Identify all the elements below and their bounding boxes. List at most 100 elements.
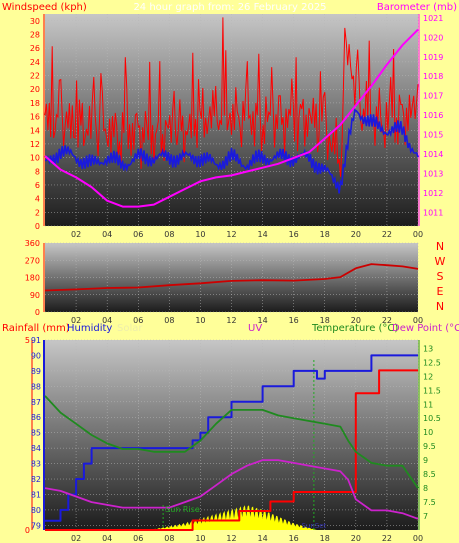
temperature-y-tick-9: 9 — [423, 456, 428, 465]
wind-y-tick-2: 2 — [35, 208, 40, 217]
temperature-y-tick-8: 8 — [423, 484, 428, 493]
wind-y-tick-22: 22 — [30, 72, 40, 81]
compass-label-w: W — [435, 255, 446, 268]
wind-y-tick-10: 10 — [30, 154, 40, 163]
humidity-y-tick-91: 91 — [31, 336, 41, 345]
direction-y-tick-180: 180 — [25, 274, 40, 283]
graph-timestamp: 24 hour graph from: 26 February 2025 — [133, 2, 326, 13]
climate-time-tick-14: 14 — [257, 534, 267, 543]
dewpoint-line — [44, 459, 419, 520]
wind-gust-line — [44, 17, 419, 177]
barometer-y-tick-1017: 1017 — [423, 92, 443, 101]
direction-time-tick-16: 16 — [289, 316, 299, 325]
wind-y-tick-12: 12 — [30, 140, 40, 149]
climate-time-tick-00: 00 — [413, 534, 423, 543]
rainfall-line — [45, 369, 418, 531]
direction-time-tick-00: 00 — [413, 316, 423, 325]
temperature-y-tick-10: 10 — [423, 428, 433, 437]
direction-time-tick-18: 18 — [320, 316, 330, 325]
barometer-line — [44, 28, 419, 208]
direction-time-tick-04: 04 — [102, 316, 112, 325]
humidity-y-tick-85: 85 — [31, 429, 41, 438]
wind-y-tick-4: 4 — [35, 195, 40, 204]
direction-time-tick-06: 06 — [133, 316, 143, 325]
direction-time-tick-22: 22 — [382, 316, 392, 325]
wind-y-tick-30: 30 — [30, 17, 40, 26]
wind-time-tick-20: 20 — [351, 230, 361, 239]
solar-area — [153, 505, 317, 530]
barometer-y-tick-1014: 1014 — [423, 150, 443, 159]
rainfall-title: Rainfall (mm) — [2, 323, 70, 334]
solar-title: Solar — [117, 323, 143, 334]
climate-time-tick-18: 18 — [320, 534, 330, 543]
climate-time-tick-22: 22 — [382, 534, 392, 543]
direction-y-tick-270: 270 — [25, 256, 40, 265]
humidity-y-tick-81: 81 — [31, 490, 41, 499]
wind-time-tick-14: 14 — [257, 230, 267, 239]
direction-time-tick-08: 08 — [164, 316, 174, 325]
direction-y-tick-90: 90 — [30, 291, 40, 300]
barometer-y-tick-1011: 1011 — [423, 208, 443, 217]
wind-y-tick-6: 6 — [35, 181, 40, 190]
temperature-y-tick-11.5: 11.5 — [423, 386, 441, 395]
wind-time-tick-08: 08 — [164, 230, 174, 239]
temperature-y-tick-12: 12 — [423, 372, 433, 381]
wind-time-tick-18: 18 — [320, 230, 330, 239]
wind-y-tick-24: 24 — [30, 58, 40, 67]
climate-time-tick-10: 10 — [195, 534, 205, 543]
climate-time-tick-06: 06 — [133, 534, 143, 543]
humidity-title: Humidity — [67, 323, 112, 334]
climate-time-tick-04: 04 — [102, 534, 112, 543]
wind-time-tick-10: 10 — [195, 230, 205, 239]
humidity-y-tick-86: 86 — [31, 413, 41, 422]
wind-time-tick-00: 00 — [413, 230, 423, 239]
wind-time-tick-02: 02 — [71, 230, 81, 239]
sunset-label: SunSet — [301, 522, 326, 530]
barometer-y-tick-1019: 1019 — [423, 53, 443, 62]
humidity-y-tick-89: 89 — [31, 367, 41, 376]
direction-time-tick-14: 14 — [257, 316, 267, 325]
humidity-y-tick-80: 80 — [31, 506, 41, 515]
compass-label-n: N — [436, 300, 444, 313]
humidity-y-tick-84: 84 — [31, 444, 41, 453]
wind-y-tick-8: 8 — [35, 167, 40, 176]
wind-time-tick-16: 16 — [289, 230, 299, 239]
wind-y-tick-16: 16 — [30, 113, 40, 122]
temperature-y-tick-12.5: 12.5 — [423, 358, 441, 367]
wind-y-tick-26: 26 — [30, 44, 40, 53]
climate-time-tick-08: 08 — [164, 534, 174, 543]
rain-y-tick-5: 5 — [25, 336, 30, 345]
wind-time-tick-22: 22 — [382, 230, 392, 239]
humidity-line — [45, 354, 418, 522]
wind-time-tick-12: 12 — [226, 230, 236, 239]
compass-label-n: N — [436, 240, 444, 253]
uv-title: UV — [248, 323, 262, 334]
direction-time-tick-12: 12 — [226, 316, 236, 325]
climate-time-tick-20: 20 — [351, 534, 361, 543]
compass-label-s: S — [437, 270, 444, 283]
barometer-y-tick-1013: 1013 — [423, 169, 443, 178]
climate-plot-area — [45, 340, 418, 530]
climate-time-tick-02: 02 — [71, 534, 81, 543]
temperature-title: Temperature (°C) — [311, 323, 398, 334]
direction-time-tick-10: 10 — [195, 316, 205, 325]
wind-average-line — [44, 108, 419, 194]
direction-time-tick-02: 02 — [71, 316, 81, 325]
barometer-title: Barometer (mb) — [377, 2, 457, 13]
direction-y-tick-0: 0 — [35, 308, 40, 317]
temperature-y-tick-7.5: 7.5 — [423, 498, 436, 507]
temperature-y-tick-10.5: 10.5 — [423, 414, 441, 423]
humidity-y-tick-83: 83 — [31, 460, 41, 469]
barometer-y-tick-1016: 1016 — [423, 111, 443, 120]
direction-y-tick-360: 360 — [25, 239, 40, 248]
humidity-y-tick-82: 82 — [31, 475, 41, 484]
barometer-y-tick-1021: 1021 — [423, 14, 443, 23]
windspeed-title: Windspeed (kph) — [2, 2, 87, 13]
sunrise-label: Sun Rise — [165, 505, 200, 514]
wind-time-tick-04: 04 — [102, 230, 112, 239]
temperature-y-tick-9.5: 9.5 — [423, 442, 436, 451]
rain-y-tick-0: 0 — [25, 526, 30, 535]
wind-y-tick-14: 14 — [30, 126, 40, 135]
